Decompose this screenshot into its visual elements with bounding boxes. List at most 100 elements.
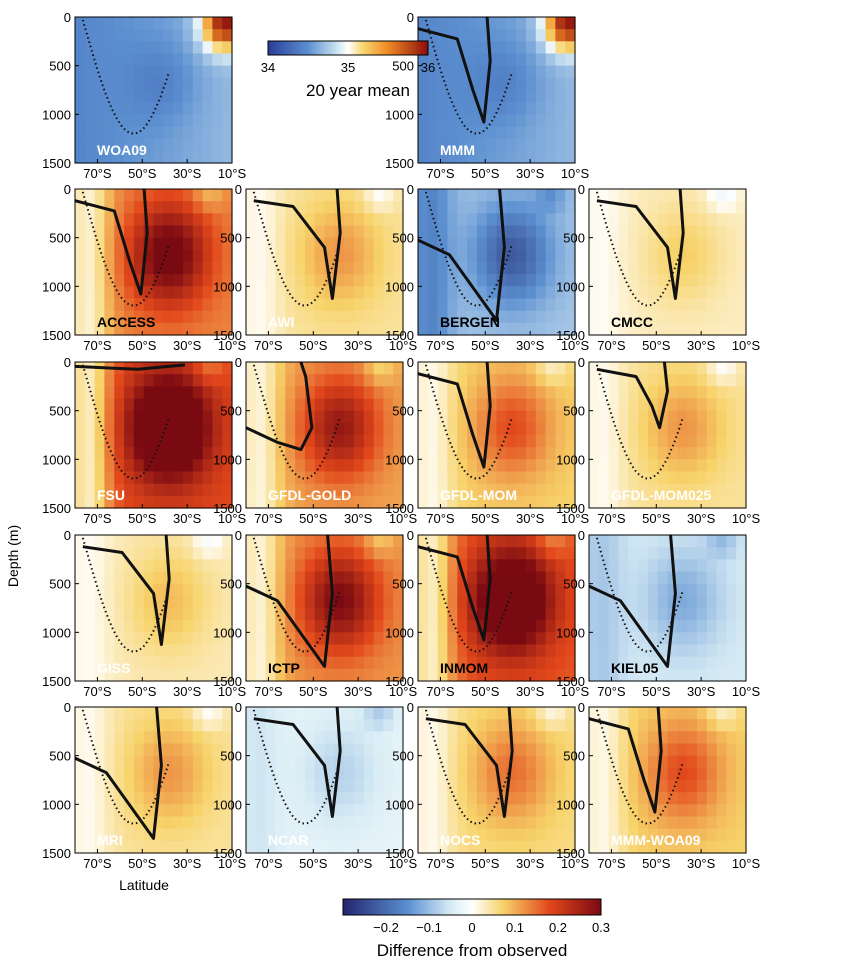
heatmap-cell <box>706 755 718 769</box>
heatmap-cell <box>163 17 174 30</box>
heatmap-cell <box>657 707 669 720</box>
heatmap-cell <box>212 262 223 275</box>
heatmap-cell <box>736 225 747 239</box>
heatmap-cell <box>363 225 375 239</box>
heatmap-cell <box>677 816 688 830</box>
heatmap-cell <box>182 213 194 227</box>
heatmap-cell <box>246 483 257 497</box>
heatmap-cell <box>202 362 213 375</box>
heatmap-cell <box>555 731 566 745</box>
heatmap-cell <box>255 201 267 214</box>
heatmap-cell <box>212 249 223 263</box>
heatmap-cell <box>427 719 439 732</box>
heatmap-cell <box>334 583 345 597</box>
heatmap-cell <box>565 571 576 585</box>
heatmap-cell <box>373 755 384 769</box>
heatmap-cell <box>75 410 86 424</box>
heatmap-cell <box>598 559 610 573</box>
heatmap-cell <box>457 286 468 300</box>
heatmap-cell <box>555 459 566 473</box>
heatmap-cell <box>314 362 326 375</box>
heatmap-cell <box>618 595 629 609</box>
heatmap-cell <box>677 298 688 312</box>
y-tick-label: 1000 <box>213 797 242 812</box>
heatmap-cell <box>555 362 566 375</box>
heatmap-cell <box>476 102 488 115</box>
heatmap-cell <box>608 743 619 757</box>
heatmap-cell <box>716 201 727 214</box>
heatmap-cell <box>75 668 86 682</box>
heatmap-cell <box>696 374 708 387</box>
heatmap-cell <box>476 262 488 275</box>
heatmap-cell <box>467 731 478 745</box>
heatmap-cell <box>467 386 478 400</box>
heatmap-cell <box>467 767 478 781</box>
heatmap-cell <box>638 249 649 263</box>
heatmap-cell <box>114 559 125 573</box>
heatmap-cell <box>153 595 164 609</box>
heatmap-cell <box>608 310 619 324</box>
heatmap-cell <box>427 792 439 805</box>
heatmap-cell <box>677 310 688 324</box>
heatmap-cell <box>363 410 375 424</box>
heatmap-cell <box>212 767 223 781</box>
heatmap-cell <box>212 743 223 757</box>
heatmap-cell <box>182 828 194 842</box>
heatmap-cell <box>427 262 439 275</box>
heatmap-cell <box>565 201 576 214</box>
heatmap-cell <box>104 571 115 585</box>
x-tick-label: 70°S <box>597 684 626 699</box>
heatmap-cell <box>476 138 488 152</box>
heatmap-cell <box>84 150 96 164</box>
heatmap-cell <box>124 126 135 140</box>
heatmap-cell <box>304 804 316 818</box>
heatmap-cell <box>75 583 86 597</box>
x-tick-label: 50°S <box>128 166 157 181</box>
heatmap-cell <box>716 804 727 818</box>
heatmap-cell <box>457 755 468 769</box>
heatmap-cell <box>212 53 223 67</box>
heatmap-cell <box>143 386 155 400</box>
heatmap-cell <box>545 483 556 497</box>
heatmap-cell <box>618 362 629 375</box>
heatmap-cell <box>716 668 727 682</box>
heatmap-cell <box>437 471 448 485</box>
heatmap-cell <box>295 262 306 275</box>
heatmap-cell <box>706 644 718 658</box>
heatmap-cell <box>173 483 184 497</box>
heatmap-cell <box>84 213 96 227</box>
heatmap-cell <box>104 435 115 448</box>
heatmap-cell <box>163 114 174 128</box>
heatmap-cell <box>696 656 708 670</box>
heatmap-cell <box>447 262 458 275</box>
heatmap-cell <box>457 435 468 448</box>
heatmap-cell <box>535 150 547 164</box>
heatmap-cell <box>525 274 537 287</box>
heatmap-cell <box>687 495 698 509</box>
heatmap-cell <box>598 583 610 597</box>
heatmap-cell <box>314 656 326 670</box>
heatmap-cell <box>353 547 365 560</box>
heatmap-cell <box>706 571 718 585</box>
y-tick-label: 1500 <box>556 674 585 689</box>
heatmap-cell <box>246 298 257 312</box>
heatmap-cell <box>535 322 547 336</box>
x-tick-label: 30°S <box>173 166 202 181</box>
heatmap-cell <box>265 471 276 485</box>
mean-colorbar: 34 35 36 20 year mean <box>261 40 435 100</box>
heatmap-cell <box>437 274 448 287</box>
heatmap-cell <box>726 286 737 300</box>
y-tick-label: 1000 <box>42 452 71 467</box>
heatmap-cell <box>486 483 498 497</box>
heatmap-cell <box>657 608 669 621</box>
heatmap-cell <box>457 225 468 239</box>
heatmap-cell <box>104 298 115 312</box>
heatmap-cell <box>285 322 296 336</box>
heatmap-cell <box>555 632 566 646</box>
heatmap-cell <box>565 41 576 55</box>
heatmap-cell <box>608 595 619 609</box>
heatmap-cell <box>373 237 384 251</box>
heatmap-cell <box>506 274 517 287</box>
heatmap-cell <box>457 17 468 30</box>
heatmap-cell <box>393 767 404 781</box>
